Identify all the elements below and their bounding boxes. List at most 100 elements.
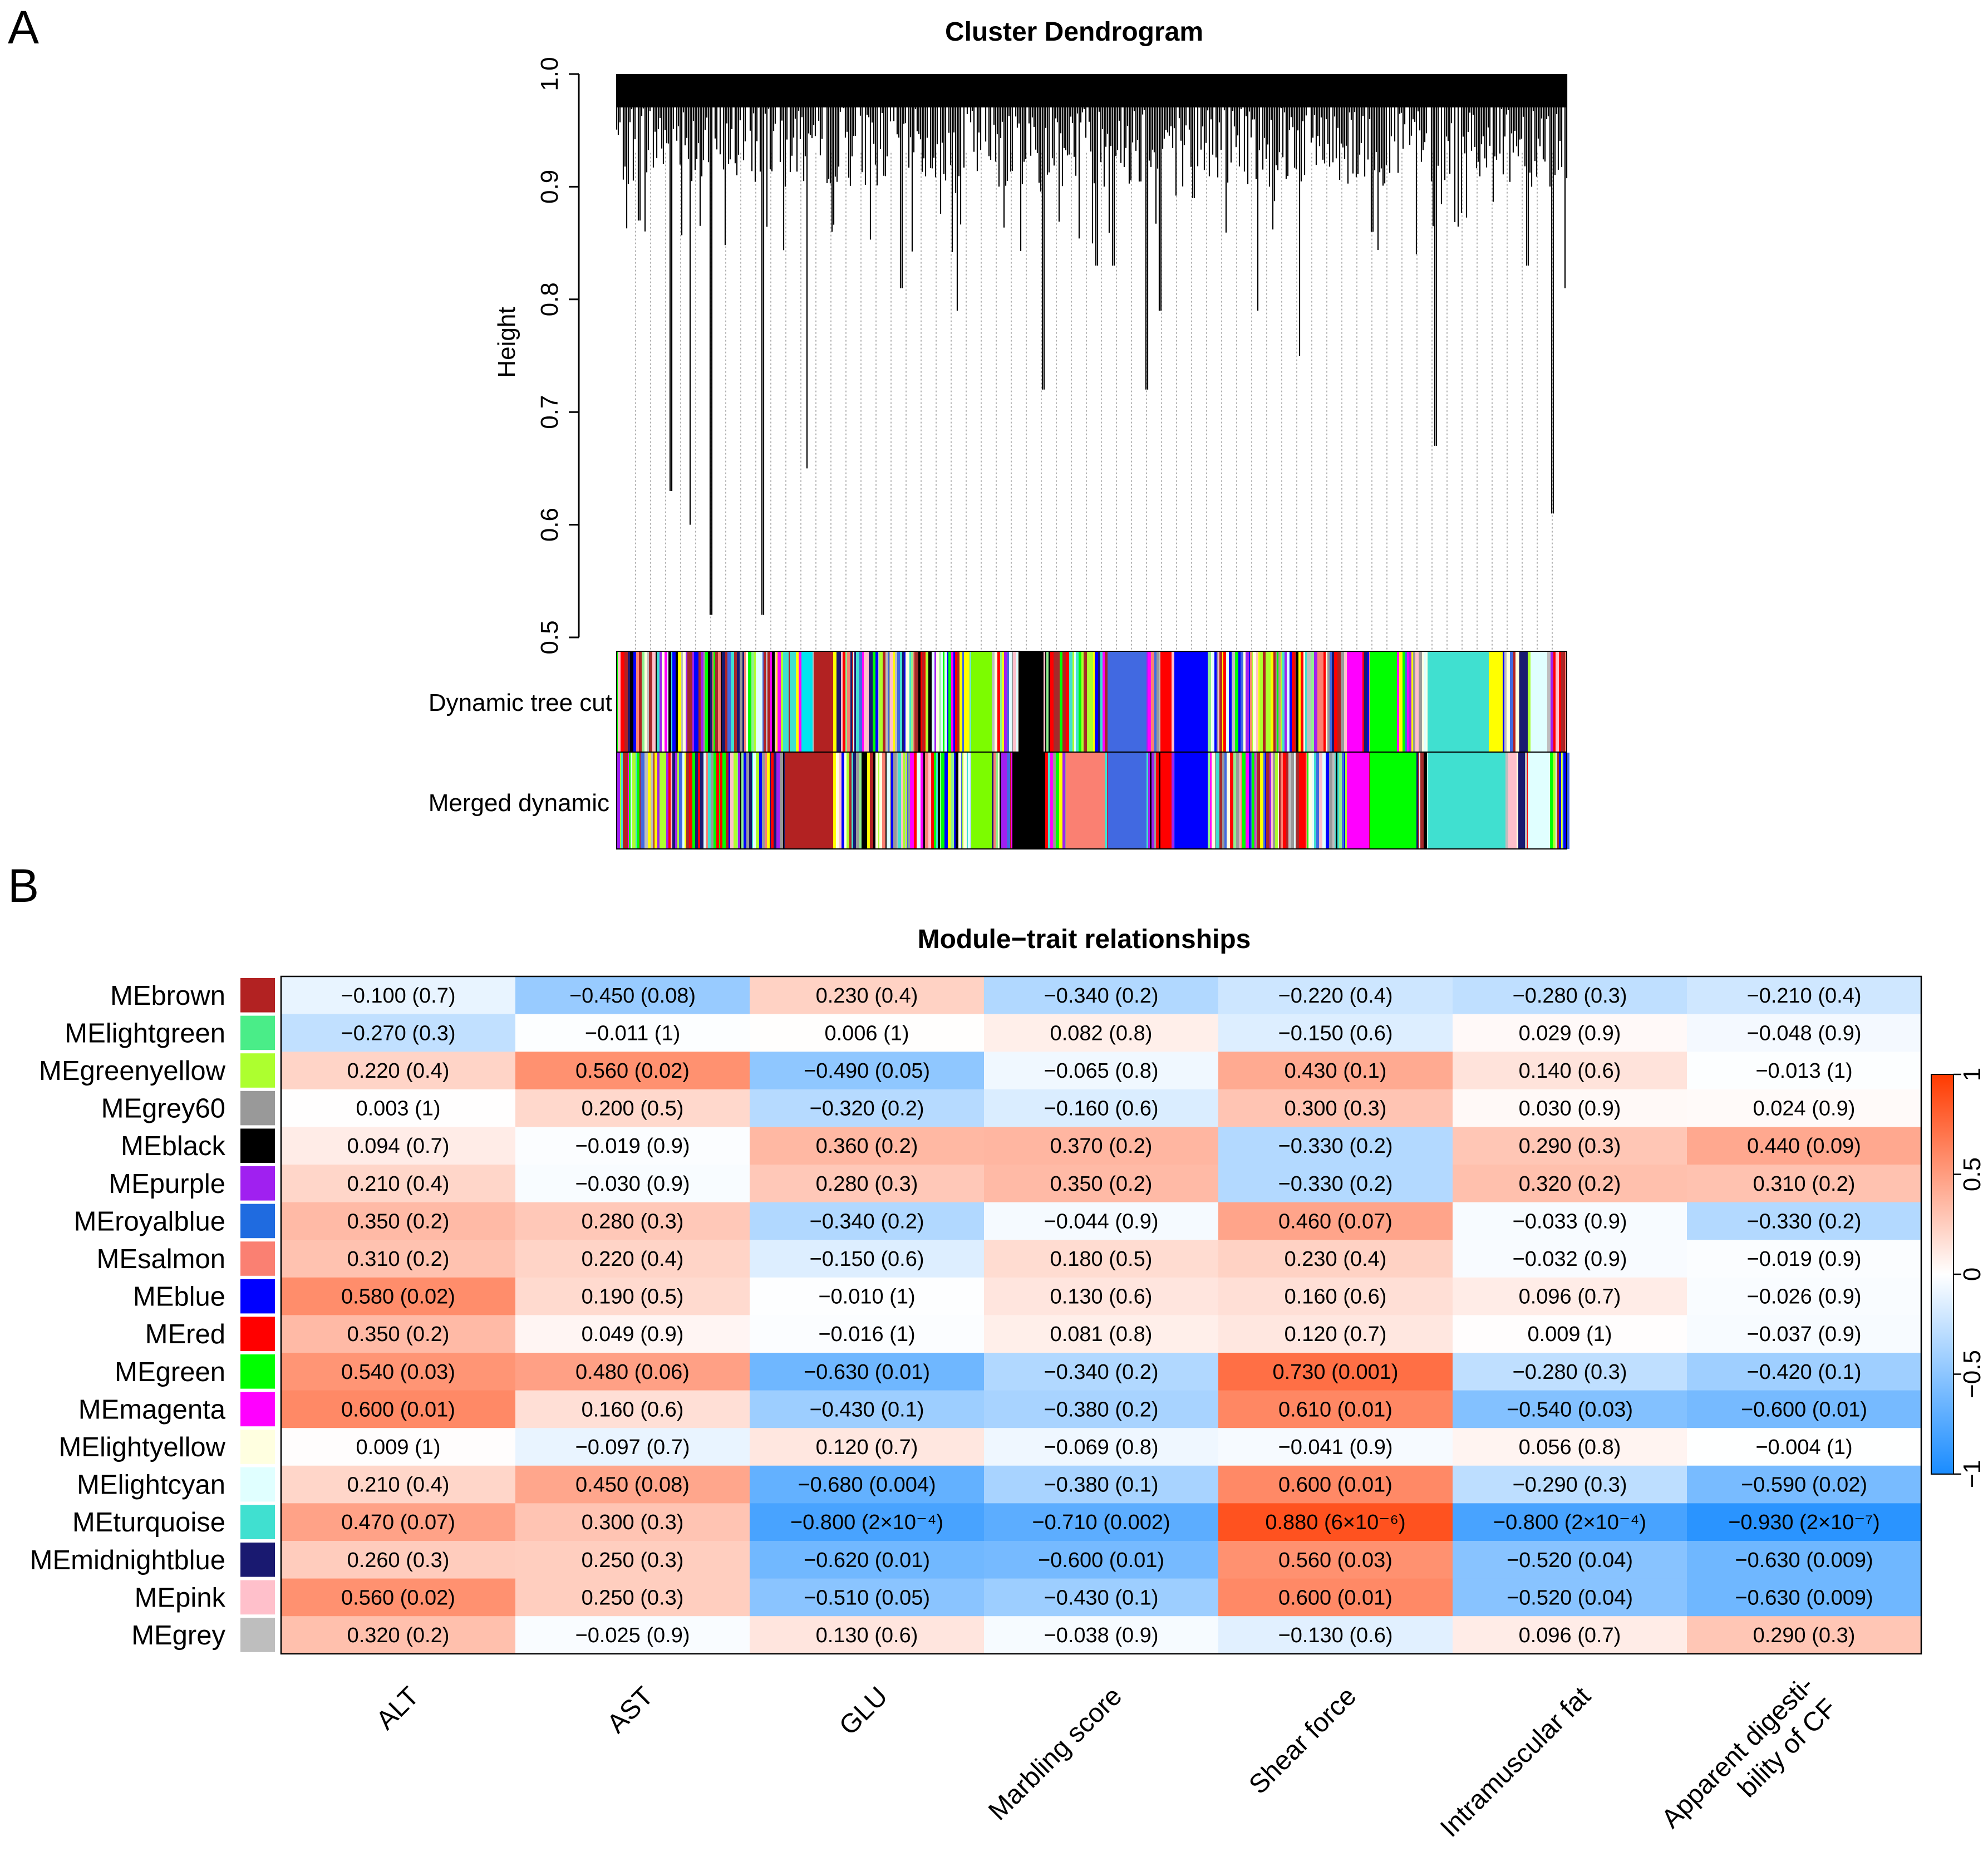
module-stripe: [864, 753, 867, 849]
heatmap-cell: [1453, 976, 1687, 1015]
module-stripe: [906, 651, 907, 752]
row-label: MElightyellow: [58, 1432, 225, 1462]
row-color-swatch: [240, 1053, 275, 1088]
heatmap-cell: [1218, 1353, 1453, 1391]
module-stripe: [1326, 753, 1327, 849]
module-block: [1108, 753, 1146, 849]
heatmap-cell: [281, 1353, 516, 1391]
row-label: MEblue: [133, 1282, 225, 1312]
heatmap-cell: [984, 1541, 1219, 1579]
module-stripe: [870, 753, 873, 849]
module-stripe: [1246, 753, 1249, 849]
cell-label: −0.100 (0.7): [341, 984, 456, 1008]
row-label: MEgreen: [115, 1357, 225, 1387]
cell-label: −0.330 (0.2): [1747, 1210, 1862, 1233]
row-color-swatch: [240, 1392, 275, 1427]
row-label: MEgreenyellow: [39, 1056, 226, 1086]
module-stripe: [914, 651, 917, 752]
module-stripe: [1210, 753, 1212, 849]
module-stripe: [850, 651, 852, 752]
cell-label: −0.340 (0.2): [1044, 984, 1159, 1008]
module-stripe: [665, 651, 667, 752]
module-stripe: [1327, 651, 1330, 752]
module-stripe: [789, 651, 790, 752]
module-stripe: [955, 651, 957, 752]
heatmap-cell: [1687, 1503, 1922, 1541]
module-stripe: [1344, 651, 1347, 752]
heatmap-cell: [281, 1202, 516, 1240]
module-stripe: [1212, 651, 1214, 752]
module-stripe: [936, 753, 938, 849]
module-stripe: [621, 651, 622, 752]
heatmap-cell: [1218, 1616, 1453, 1654]
module-stripe: [1235, 651, 1238, 752]
module-stripe: [637, 753, 639, 849]
module-stripe: [1329, 753, 1332, 849]
module-stripe: [1219, 651, 1222, 752]
cell-label: 0.210 (0.4): [347, 1474, 450, 1497]
module-stripe: [1249, 753, 1251, 849]
module-stripe: [767, 651, 770, 752]
module-stripe: [1064, 651, 1066, 752]
module-stripe: [1146, 651, 1148, 752]
cell-label: 0.250 (0.3): [582, 1549, 684, 1572]
module-stripe: [1087, 651, 1089, 752]
module-stripe: [1515, 651, 1519, 752]
cell-label: −0.510 (0.05): [804, 1586, 930, 1609]
module-stripe: [856, 651, 859, 752]
merged-dynamic-label: Merged dynamic: [429, 789, 609, 817]
module-stripe: [893, 753, 897, 849]
module-stripe: [1011, 753, 1012, 849]
module-stripe: [706, 753, 708, 849]
module-stripe: [1556, 753, 1557, 849]
module-stripe: [1256, 753, 1257, 849]
module-block: [1174, 651, 1208, 752]
module-stripe: [694, 651, 695, 752]
module-stripe: [766, 651, 767, 752]
heatmap-cell: [1687, 1240, 1922, 1278]
module-stripe: [783, 651, 786, 752]
module-stripe: [783, 753, 784, 849]
module-stripe: [1306, 753, 1307, 849]
module-stripe: [730, 753, 734, 849]
module-block: [801, 651, 813, 752]
module-stripe: [1146, 753, 1148, 849]
heatmap-cell: [984, 1052, 1219, 1090]
module-stripe: [1419, 651, 1422, 752]
module-stripe: [1399, 651, 1403, 752]
module-stripe: [762, 651, 764, 752]
module-stripe: [1050, 651, 1054, 752]
module-stripe: [703, 651, 705, 752]
heatmap-cell: [984, 1503, 1219, 1541]
module-block: [1066, 753, 1105, 849]
module-stripe: [1095, 651, 1098, 752]
module-stripe: [715, 651, 718, 752]
module-stripe: [1278, 753, 1279, 849]
module-stripe: [701, 651, 703, 752]
heatmap-cell: [1687, 1541, 1922, 1579]
cell-label: −0.210 (0.4): [1747, 984, 1862, 1008]
heatmap-cell: [1218, 1503, 1453, 1541]
cell-label: 0.320 (0.2): [1519, 1172, 1621, 1196]
cell-label: 0.290 (0.3): [1753, 1624, 1856, 1647]
cell-label: −0.630 (0.009): [1735, 1586, 1873, 1609]
cell-label: 0.610 (0.01): [1278, 1398, 1392, 1421]
module-stripe: [1517, 753, 1519, 849]
heatmap-cell: [984, 1240, 1219, 1278]
module-stripe: [1007, 753, 1010, 849]
cell-label: 0.120 (0.7): [1285, 1323, 1387, 1346]
dendrogram-y-label: Height: [493, 307, 520, 377]
module-stripe: [1561, 651, 1563, 752]
module-stripe: [1322, 753, 1326, 849]
module-stripe: [628, 651, 630, 752]
module-stripe: [790, 651, 793, 752]
module-stripe: [756, 753, 759, 849]
module-stripe: [760, 651, 762, 752]
cell-label: −0.038 (0.9): [1044, 1624, 1159, 1647]
row-color-swatch: [240, 1354, 275, 1389]
heatmap-cell: [1453, 1578, 1687, 1617]
heatmap-cells: −0.100 (0.7) −0.450 (0.08) 0.230 (0.4) −0.3…: [280, 975, 1922, 1655]
module-block: [1018, 651, 1044, 752]
heatmap-cell: [984, 1202, 1219, 1240]
